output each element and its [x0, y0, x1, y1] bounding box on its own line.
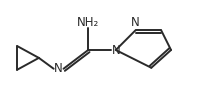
Text: NH₂: NH₂: [77, 16, 99, 29]
Text: N: N: [111, 44, 120, 56]
Text: N: N: [130, 16, 139, 29]
Text: N: N: [54, 62, 63, 75]
